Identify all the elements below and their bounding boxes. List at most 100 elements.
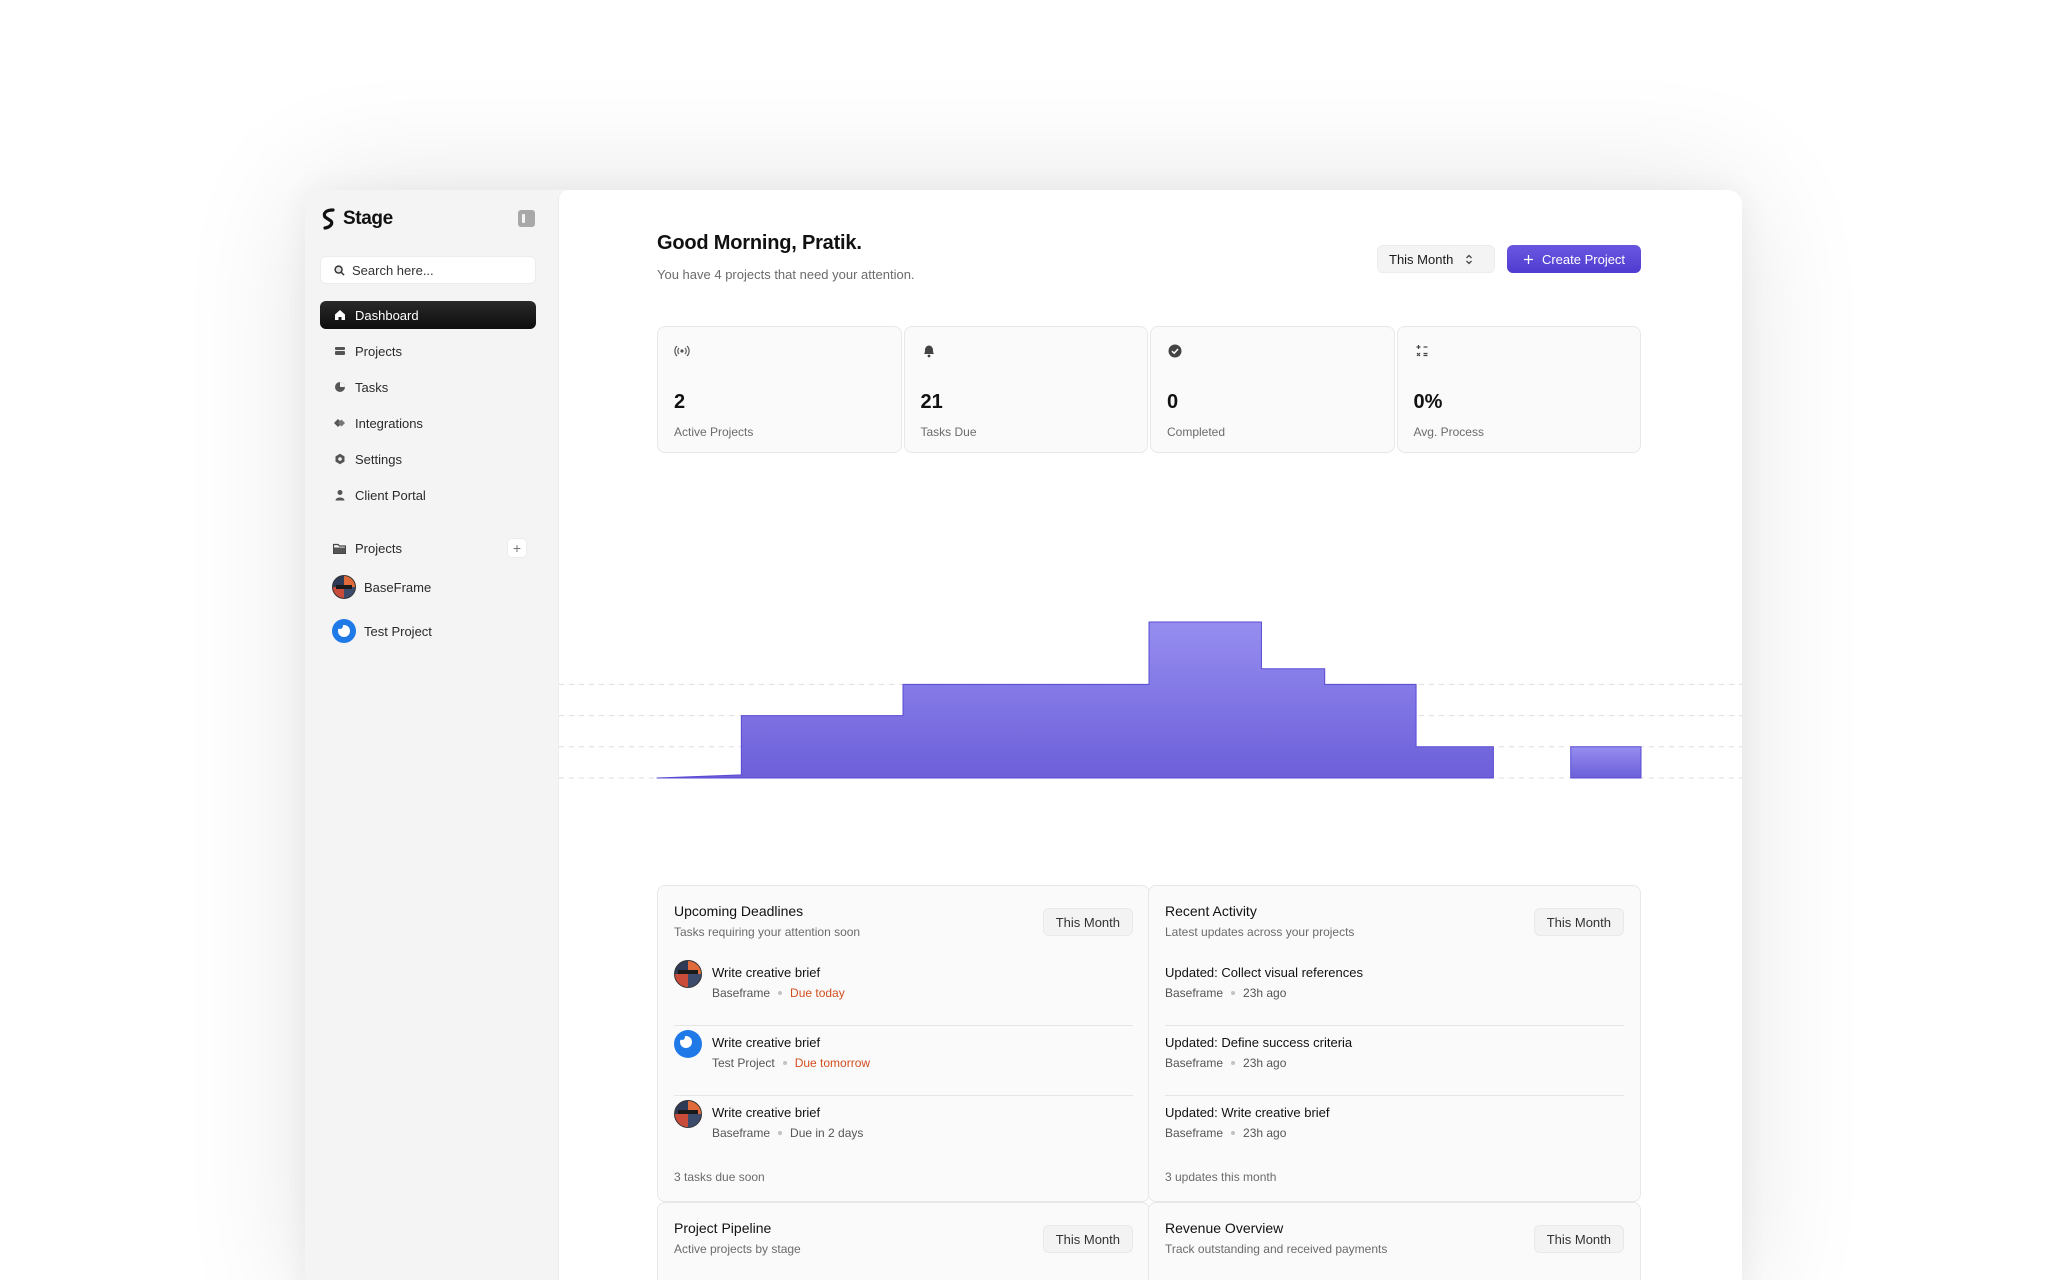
stat-label: Active Projects: [674, 425, 754, 439]
stat-label: Tasks Due: [920, 425, 977, 439]
stage-logo-icon: [322, 208, 335, 230]
period-select-label: This Month: [1389, 251, 1454, 267]
separator-dot: [782, 1061, 787, 1065]
deadline-title: Write creative brief: [712, 1105, 821, 1120]
deadline-title: Write creative brief: [712, 1035, 821, 1050]
calculator-icon: [1416, 345, 1427, 357]
card-title: Recent Activity: [1165, 903, 1257, 919]
activity-period-button[interactable]: This Month: [1533, 908, 1624, 936]
activity-row[interactable]: Updated: Define success criteria Basefra…: [1165, 1026, 1624, 1096]
deadline-due: Due in 2 days: [790, 1126, 864, 1140]
nav-item-label: Tasks: [355, 379, 389, 395]
home-icon: [333, 309, 346, 322]
revenue-period-button[interactable]: This Month: [1533, 1225, 1624, 1253]
app-window: Stage Dashboard Projects: [305, 190, 1742, 1280]
deadline-row[interactable]: Write creative brief Baseframe Due today: [674, 956, 1133, 1026]
stat-label: Avg. Process: [1413, 425, 1484, 439]
deadline-row[interactable]: Write creative brief Baseframe Due in 2 …: [674, 1096, 1133, 1166]
sidebar-collapse-icon[interactable]: [518, 210, 535, 227]
stat-card-active-projects[interactable]: 2 Active Projects: [657, 326, 902, 453]
nav-item-client-portal[interactable]: Client Portal: [320, 481, 536, 509]
upcoming-deadlines-card: Upcoming Deadlines Tasks requiring your …: [657, 885, 1150, 1202]
create-project-button[interactable]: Create Project: [1507, 245, 1641, 273]
create-project-label: Create Project: [1541, 251, 1626, 267]
stat-value: 0: [1167, 391, 1179, 413]
card-title: Project Pipeline: [674, 1220, 772, 1236]
card-title: Revenue Overview: [1165, 1220, 1284, 1236]
stat-card-completed[interactable]: 0 Completed: [1150, 326, 1395, 453]
brand-name: Stage: [343, 208, 393, 229]
activity-chart: APR 12APR 13APR 14APR 15APR 16APR 17APR …: [559, 621, 1742, 779]
test-project-avatar: [332, 619, 356, 643]
activity-title: Updated: Write creative brief: [1165, 1105, 1330, 1120]
user-icon: [333, 489, 346, 502]
stat-card-tasks-due[interactable]: 21 Tasks Due: [903, 326, 1148, 453]
deadline-title: Write creative brief: [712, 965, 821, 980]
projects-section-label: Projects: [355, 540, 402, 556]
main-nav: Dashboard Projects Tasks Integrations: [320, 301, 536, 517]
main-content: Good Morning, Pratik. You have 4 project…: [558, 190, 1742, 1280]
card-subtitle: Active projects by stage: [674, 1242, 801, 1256]
chart-area-segment: [1570, 746, 1642, 779]
activity-title: Updated: Define success criteria: [1165, 1035, 1353, 1050]
sidebar-project-label: Test Project: [364, 623, 432, 639]
deadline-meta: Baseframe Due in 2 days: [712, 1126, 863, 1140]
pie-icon: [333, 381, 346, 394]
card-subtitle: Track outstanding and received payments: [1165, 1242, 1388, 1256]
stat-value: 0%: [1413, 391, 1443, 413]
gear-icon: [333, 453, 346, 466]
add-project-button[interactable]: +: [507, 538, 527, 558]
brand[interactable]: Stage: [320, 206, 393, 232]
activity-row[interactable]: Updated: Collect visual references Basef…: [1165, 956, 1624, 1026]
folder-icon: [333, 542, 346, 555]
activity-time: 23h ago: [1243, 1056, 1287, 1070]
deadline-project: Test Project: [712, 1056, 775, 1070]
activity-project: Baseframe: [1165, 986, 1224, 1000]
period-select[interactable]: This Month: [1377, 245, 1495, 273]
deadline-meta: Baseframe Due today: [712, 986, 845, 1000]
broadcast-icon: [674, 345, 690, 357]
baseframe-avatar: [674, 1100, 702, 1128]
sidebar-project-baseframe[interactable]: BaseFrame: [320, 572, 536, 602]
revenue-overview-card: Revenue Overview Track outstanding and r…: [1148, 1202, 1641, 1280]
nav-item-projects[interactable]: Projects: [320, 337, 536, 365]
search-icon: [334, 264, 345, 276]
sidebar-project-test-project[interactable]: Test Project: [320, 616, 536, 646]
pipeline-period-button[interactable]: This Month: [1042, 1225, 1133, 1253]
separator-dot: [778, 1131, 783, 1135]
activity-meta: Baseframe 23h ago: [1165, 1126, 1286, 1140]
nav-item-settings[interactable]: Settings: [320, 445, 536, 473]
separator-dot: [1231, 991, 1236, 995]
integrations-icon: [333, 417, 346, 430]
stat-card-avg-process[interactable]: 0% Avg. Process: [1396, 326, 1641, 453]
project-pipeline-card: Project Pipeline Active projects by stag…: [657, 1202, 1150, 1280]
deadline-meta: Test Project Due tomorrow: [712, 1056, 870, 1070]
card-footer: 3 updates this month: [1165, 1170, 1277, 1184]
projects-section-header[interactable]: Projects +: [320, 536, 536, 560]
nav-item-tasks[interactable]: Tasks: [320, 373, 536, 401]
bell-icon: [923, 345, 934, 358]
nav-item-label: Integrations: [355, 415, 423, 431]
deadline-row[interactable]: Write creative brief Test Project Due to…: [674, 1026, 1133, 1096]
activity-meta: Baseframe 23h ago: [1165, 1056, 1286, 1070]
stat-label: Completed: [1167, 425, 1226, 439]
activity-time: 23h ago: [1243, 1126, 1287, 1140]
search-box[interactable]: [320, 256, 536, 284]
search-input[interactable]: [352, 262, 522, 278]
stat-value: 2: [674, 391, 686, 413]
baseframe-avatar: [332, 575, 356, 599]
test-project-avatar: [674, 1030, 702, 1058]
separator-dot: [778, 991, 783, 995]
recent-activity-card: Recent Activity Latest updates across yo…: [1148, 885, 1641, 1202]
deadlines-period-button[interactable]: This Month: [1042, 908, 1133, 936]
stack-icon: [333, 345, 346, 358]
nav-item-integrations[interactable]: Integrations: [320, 409, 536, 437]
activity-row[interactable]: Updated: Write creative brief Baseframe …: [1165, 1096, 1624, 1166]
nav-item-label: Client Portal: [355, 487, 426, 503]
sidebar-project-label: BaseFrame: [364, 579, 432, 595]
activity-project: Baseframe: [1165, 1126, 1224, 1140]
nav-item-dashboard[interactable]: Dashboard: [320, 301, 536, 329]
sidebar: Stage Dashboard Projects: [305, 190, 558, 1280]
card-subtitle: Tasks requiring your attention soon: [674, 925, 861, 939]
activity-meta: Baseframe 23h ago: [1165, 986, 1286, 1000]
